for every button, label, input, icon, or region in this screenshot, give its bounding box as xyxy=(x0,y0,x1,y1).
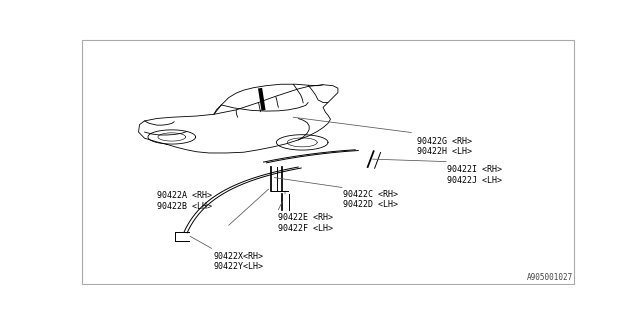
Text: 90422X<RH>
90422Y<LH>: 90422X<RH> 90422Y<LH> xyxy=(214,252,264,271)
Text: A905001027: A905001027 xyxy=(527,273,573,282)
Text: 90422I <RH>
90422J <LH>: 90422I <RH> 90422J <LH> xyxy=(447,165,502,185)
Text: 90422C <RH>
90422D <LH>: 90422C <RH> 90422D <LH> xyxy=(343,190,398,209)
Text: 90422A <RH>
90422B <LH>: 90422A <RH> 90422B <LH> xyxy=(157,191,212,211)
Text: 90422G <RH>
90422H <LH>: 90422G <RH> 90422H <LH> xyxy=(417,137,472,156)
Text: 90422E <RH>
90422F <LH>: 90422E <RH> 90422F <LH> xyxy=(278,213,333,233)
